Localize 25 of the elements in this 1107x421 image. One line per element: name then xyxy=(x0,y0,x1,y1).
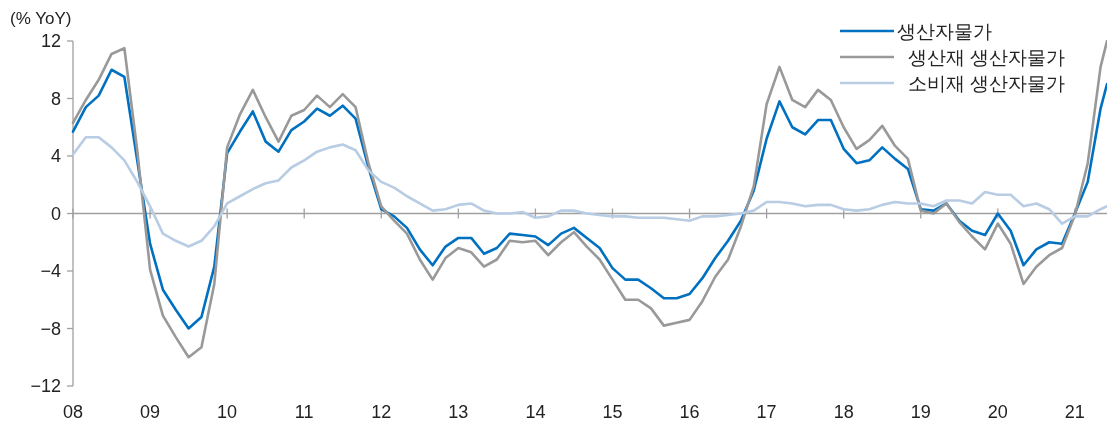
legend-label: 생산자물가 xyxy=(897,21,992,42)
x-tick-label: 16 xyxy=(679,402,700,421)
x-tick-label: 10 xyxy=(217,402,238,421)
y-tick-label: −8 xyxy=(40,318,61,339)
x-tick-label: 14 xyxy=(525,402,546,421)
x-tick-label: 20 xyxy=(987,402,1008,421)
y-tick-label: 0 xyxy=(50,203,61,224)
y-tick-label: −12 xyxy=(30,376,61,396)
y-tick-label: 4 xyxy=(50,146,61,166)
x-tick-label: 09 xyxy=(140,402,161,421)
y-axis-title: (% YoY) xyxy=(10,9,72,28)
legend-label: 소비재 생산자물가 xyxy=(897,73,1065,94)
y-tick-label: 12 xyxy=(40,31,61,51)
x-tick-label: 13 xyxy=(448,402,469,421)
x-tick-label: 11 xyxy=(294,402,314,421)
y-tick-label: 8 xyxy=(50,88,61,109)
x-tick-label: 12 xyxy=(371,402,392,421)
x-tick-label: 19 xyxy=(910,402,931,421)
x-tick-label: 15 xyxy=(602,402,623,421)
legend-label: 생산재 생산자물가 xyxy=(897,47,1065,68)
x-tick-label: 17 xyxy=(756,402,777,421)
y-tick-label: −4 xyxy=(40,261,61,281)
x-tick-label: 18 xyxy=(833,402,854,421)
x-tick-label: 21 xyxy=(1064,402,1085,421)
x-tick-label: 08 xyxy=(62,402,84,421)
